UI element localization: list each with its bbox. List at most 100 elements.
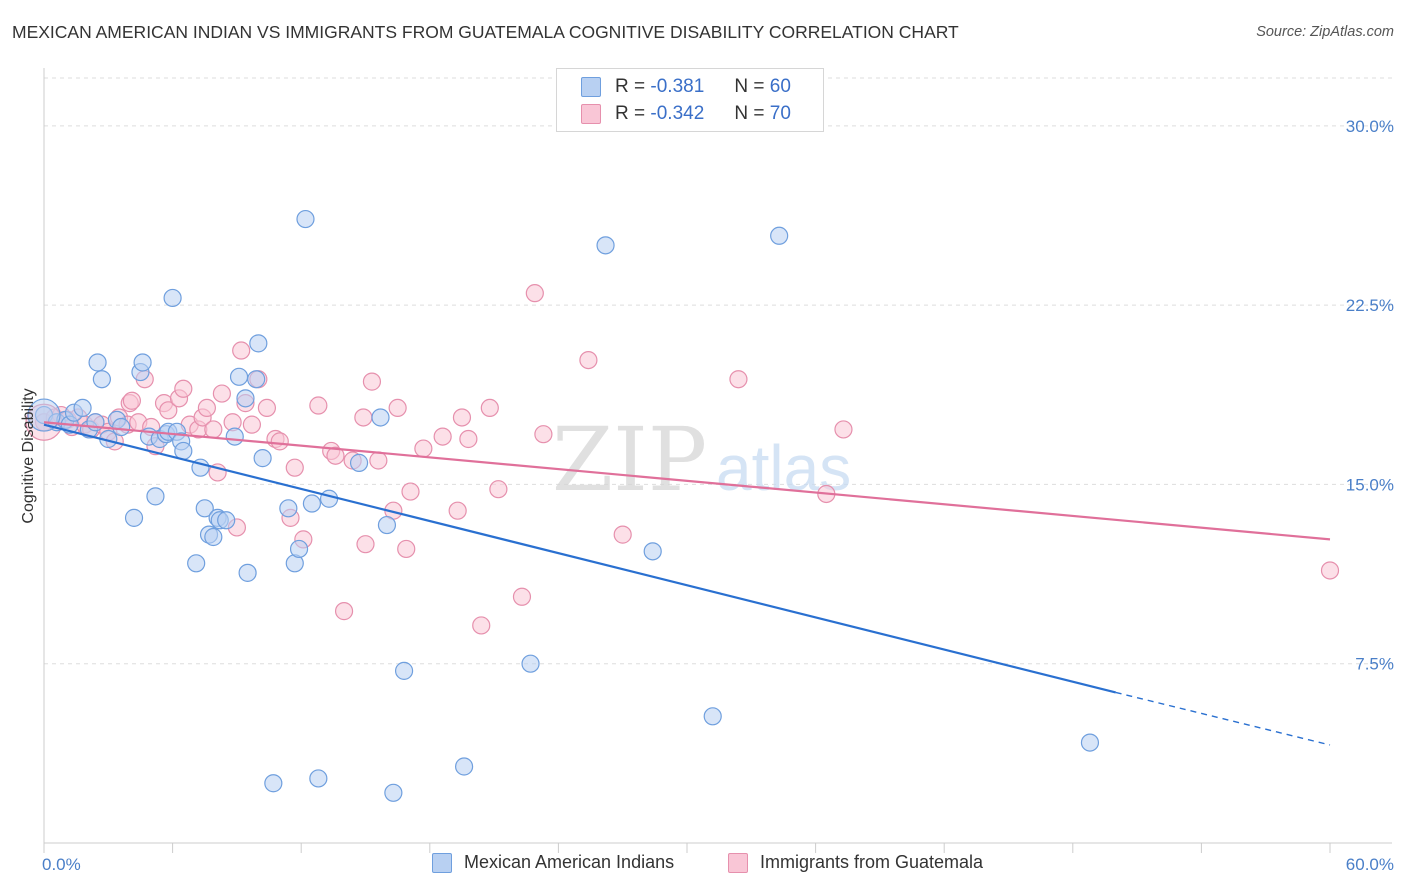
- x-ticks: [43, 843, 1331, 853]
- guatemala-point: [334, 602, 354, 621]
- mexican-american-indian-point: [703, 707, 722, 726]
- guatemala-point: [369, 451, 388, 470]
- guatemala-point: [242, 415, 262, 434]
- legend-swatch-pink: [581, 104, 601, 124]
- y-axis-label: Cognitive Disability: [20, 388, 37, 523]
- guatemala-point: [459, 429, 478, 449]
- mexican-american-indian-point: [1080, 733, 1100, 752]
- mexican-american-indian-point: [349, 453, 369, 472]
- guatemala-point: [326, 446, 345, 465]
- guatemala-point: [397, 539, 416, 559]
- mexican-american-indian-point: [236, 389, 255, 408]
- guatemala-point: [489, 480, 508, 499]
- trend-line-mexican-american-indians-extrapolated: [1115, 691, 1331, 746]
- legend-item-mexican-american-indians: Mexican American Indians: [432, 852, 674, 873]
- legend-n-label: N =: [734, 103, 765, 124]
- guatemala-point: [270, 432, 289, 451]
- mexican-american-indian-point: [229, 367, 249, 386]
- legend-r-value: -0.381: [650, 76, 705, 97]
- mexican-american-indian-point: [377, 515, 397, 535]
- y-tick-label: 30.0%: [1346, 117, 1394, 136]
- guatemala-point: [401, 482, 420, 501]
- guatemala-point: [174, 379, 193, 398]
- mexican-american-indian-point: [187, 554, 206, 573]
- y-tick-label: 22.5%: [1346, 296, 1394, 315]
- guatemala-points: [25, 284, 1340, 635]
- legend-row-mexican-american-indians: R = -0.381 N = 60: [581, 76, 791, 98]
- guatemala-point: [1320, 561, 1340, 580]
- guatemala-point: [613, 525, 632, 544]
- guatemala-point: [309, 396, 328, 415]
- mexican-american-indian-point: [195, 499, 214, 518]
- legend-swatch-pink: [728, 852, 748, 873]
- correlation-legend: R = -0.381 N = 60 R = -0.342 N = 70: [556, 68, 824, 132]
- guatemala-point: [356, 535, 375, 554]
- mexican-american-indian-point: [247, 370, 266, 389]
- mexican-american-indian-point: [264, 774, 283, 793]
- guatemala-point: [512, 587, 532, 606]
- legend-r-value: -0.342: [650, 103, 705, 124]
- mexican-american-indian-point: [279, 499, 298, 518]
- mexican-american-indian-point: [217, 511, 236, 530]
- mexican-american-indian-points: [27, 209, 1100, 802]
- mexican-american-indian-point: [309, 769, 328, 788]
- guatemala-point: [472, 616, 491, 635]
- mexican-american-indian-point: [289, 539, 309, 559]
- series-legend: Mexican American Indians Immigrants from…: [0, 852, 1406, 878]
- guatemala-point: [480, 398, 499, 418]
- watermark-zip: ZIP: [552, 408, 707, 511]
- mexican-american-indian-point: [643, 542, 662, 561]
- chart-title: MEXICAN AMERICAN INDIAN VS IMMIGRANTS FR…: [12, 22, 959, 42]
- legend-swatch-blue: [432, 852, 452, 873]
- mexican-american-indian-point: [394, 661, 414, 680]
- mexican-american-indian-point: [770, 226, 789, 245]
- mexican-american-indian-point: [454, 757, 474, 776]
- mexican-american-indian-point: [92, 370, 111, 389]
- legend-row-immigrants-guatemala: R = -0.342 N = 70: [581, 103, 791, 125]
- legend-label: Immigrants from Guatemala: [760, 852, 984, 872]
- mexican-american-indian-point: [112, 417, 131, 437]
- mexican-american-indian-point: [253, 449, 272, 468]
- legend-n-label: N =: [734, 76, 765, 97]
- mexican-american-indian-point: [296, 209, 315, 229]
- guatemala-point: [525, 284, 544, 303]
- mexican-american-indian-point: [302, 494, 322, 513]
- mexican-american-indian-point: [73, 398, 92, 418]
- guatemala-point: [232, 341, 251, 360]
- guatemala-point: [452, 408, 472, 427]
- guatemala-point: [834, 420, 853, 439]
- legend-item-immigrants-guatemala: Immigrants from Guatemala: [728, 852, 983, 873]
- y-tick-label: 15.0%: [1346, 475, 1394, 494]
- mexican-american-indian-point: [596, 236, 615, 255]
- mexican-american-indian-point: [204, 527, 223, 547]
- guatemala-point: [197, 398, 216, 418]
- trend-line-immigrants-guatemala: [43, 421, 1331, 541]
- mexican-american-indian-point: [88, 353, 107, 372]
- mexican-american-indian-point: [238, 563, 257, 582]
- guatemala-point: [204, 420, 223, 439]
- legend-r-label: R =: [615, 76, 646, 97]
- mexican-american-indian-point: [319, 489, 339, 508]
- watermark: ZIP atlas: [552, 408, 851, 511]
- guatemala-point: [212, 384, 231, 403]
- mexican-american-indian-point: [249, 334, 268, 353]
- guatemala-point: [448, 501, 467, 520]
- mexican-american-indian-point: [384, 783, 403, 802]
- legend-label: Mexican American Indians: [464, 852, 675, 872]
- legend-swatch-blue: [581, 77, 601, 97]
- y-tick-labels: 7.5% 15.0% 22.5% 30.0%: [1346, 117, 1394, 674]
- mexican-american-indian-point: [371, 408, 390, 427]
- legend-r-label: R =: [615, 103, 646, 124]
- guatemala-point: [579, 350, 598, 370]
- guatemala-point: [354, 408, 373, 427]
- mexican-american-indian-point: [225, 427, 244, 446]
- mexican-american-indian-point: [124, 508, 144, 527]
- mexican-american-indian-point: [133, 353, 152, 372]
- guatemala-point: [122, 391, 141, 410]
- mexican-american-indian-point: [146, 487, 165, 506]
- y-tick-label: 7.5%: [1355, 655, 1394, 674]
- trend-line-mexican-american-indians: [43, 423, 1116, 694]
- legend-n-value: 60: [769, 76, 791, 97]
- mexican-american-indian-point: [521, 654, 540, 673]
